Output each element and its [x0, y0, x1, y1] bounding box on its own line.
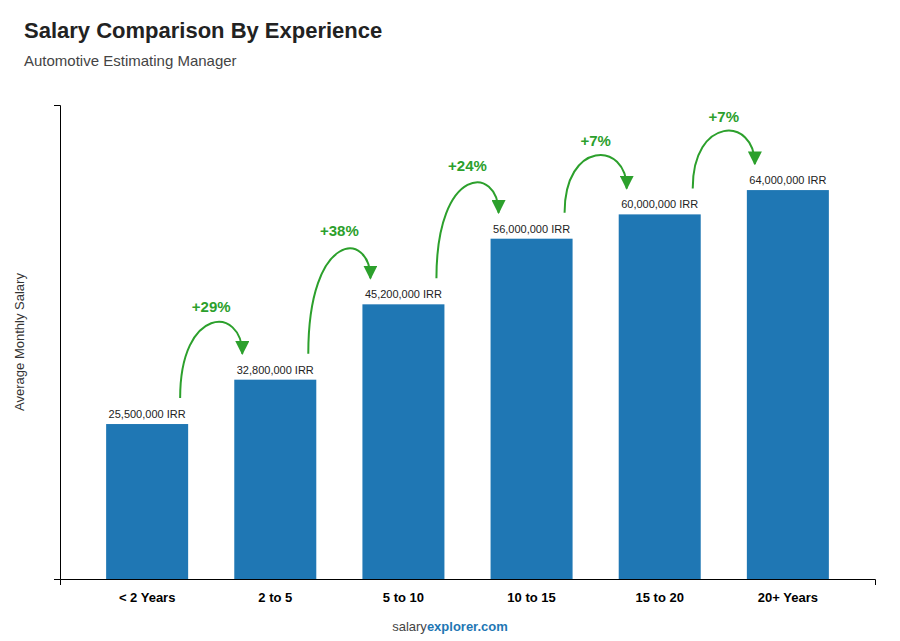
bar: [106, 424, 188, 579]
bar: [491, 239, 573, 579]
chart: Salary Comparison By Experience Automotiv…: [0, 0, 900, 641]
x-tick-label: 2 to 5: [258, 590, 292, 605]
annotation-arrow: [180, 322, 242, 398]
bar: [234, 380, 316, 579]
annotation: +7%: [580, 132, 610, 149]
data-label: 45,200,000 IRR: [365, 288, 442, 300]
y-axis: [54, 106, 61, 580]
plot: < 2 Years 2 to 5 5 to 10 10 to 15 15 to 20 20…: [54, 106, 876, 606]
footer: salaryexplorer.com: [392, 619, 508, 634]
annotation-arrow: [308, 249, 370, 354]
annotation: +24%: [448, 157, 487, 174]
x-tick: 10 to 15: [507, 590, 555, 605]
footer-part: explorer.com: [427, 619, 508, 634]
bar: [747, 190, 829, 579]
annotations: +29% +38% +24% +7% +7%: [180, 108, 755, 398]
data-label: 56,000,000 IRR: [493, 223, 570, 235]
x-tick: 20+ Years: [758, 590, 818, 605]
x-tick: 5 to 10: [383, 590, 424, 605]
footer-part: salary: [392, 619, 427, 634]
x-axis-line: [61, 580, 876, 586]
bar: [362, 304, 444, 579]
title: Salary Comparison By Experience: [24, 18, 382, 43]
annotation-arrow: [436, 182, 498, 278]
x-tick-label: 10 to 15: [507, 590, 555, 605]
bar: [619, 214, 701, 579]
data-labels: 25,500,000 IRR 32,800,000 IRR 45,200,000 I…: [109, 174, 827, 420]
annotation: +38%: [320, 222, 359, 239]
data-label: 25,500,000 IRR: [109, 408, 186, 420]
annotation: +7%: [709, 108, 739, 125]
x-tick-label: 20+ Years: [758, 590, 818, 605]
annotation-arrow: [565, 155, 627, 213]
y-axis-line: [54, 106, 61, 580]
x-tick: 15 to 20: [636, 590, 684, 605]
annotation-arrow: [693, 131, 755, 189]
x-tick: < 2 Years: [119, 590, 176, 605]
y-axis-title: Average Monthly Salary: [12, 273, 27, 411]
annotation: +29%: [192, 298, 231, 315]
bars: [106, 190, 829, 579]
x-axis: < 2 Years 2 to 5 5 to 10 10 to 15 15 to 20 20…: [61, 580, 876, 606]
x-tick-label: 15 to 20: [636, 590, 684, 605]
x-tick: 2 to 5: [258, 590, 292, 605]
x-tick-label: 5 to 10: [383, 590, 424, 605]
data-label: 60,000,000 IRR: [621, 198, 698, 210]
data-label: 32,800,000 IRR: [237, 364, 314, 376]
subtitle: Automotive Estimating Manager: [24, 52, 237, 69]
x-tick-label: < 2 Years: [119, 590, 176, 605]
data-label: 64,000,000 IRR: [749, 174, 826, 186]
